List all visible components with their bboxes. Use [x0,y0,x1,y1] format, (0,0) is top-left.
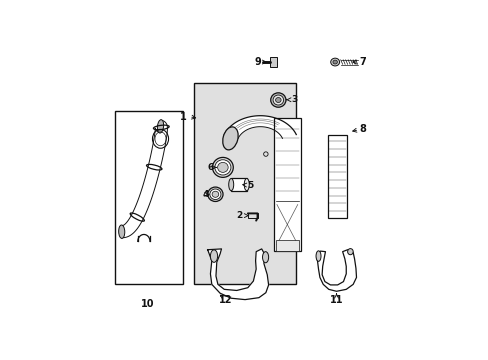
Ellipse shape [119,225,124,238]
Ellipse shape [332,60,337,64]
Polygon shape [207,249,268,300]
Ellipse shape [244,179,249,191]
Ellipse shape [272,95,283,105]
Ellipse shape [212,157,233,177]
Text: 2: 2 [236,211,248,220]
Bar [269,57,276,67]
Ellipse shape [330,58,339,66]
Bar [247,213,258,218]
Bar [274,118,300,251]
Text: 4: 4 [202,190,208,199]
Bar [231,179,246,191]
Ellipse shape [275,98,281,103]
Polygon shape [224,116,296,138]
Ellipse shape [210,250,217,262]
Text: 3: 3 [285,95,298,104]
Text: 6: 6 [207,163,216,172]
Ellipse shape [207,187,223,202]
Bar [193,84,296,284]
Text: 10: 10 [141,299,155,309]
Ellipse shape [347,249,352,255]
Bar [275,240,299,251]
Text: 12: 12 [219,296,232,305]
Text: 11: 11 [329,296,343,305]
Text: 7: 7 [359,57,366,67]
Ellipse shape [217,162,228,172]
Ellipse shape [223,127,238,150]
Ellipse shape [315,251,320,261]
Text: 1: 1 [180,112,186,122]
Bar [327,135,346,218]
Bar [115,111,183,284]
Ellipse shape [209,189,221,199]
Ellipse shape [228,179,233,191]
Text: 8: 8 [359,124,366,134]
Ellipse shape [270,93,285,107]
Ellipse shape [157,120,163,133]
Ellipse shape [214,160,230,175]
Ellipse shape [262,252,268,263]
Ellipse shape [212,191,218,197]
Polygon shape [122,120,167,238]
Text: 9: 9 [254,57,261,67]
Text: 5: 5 [242,181,253,190]
Polygon shape [317,250,356,291]
